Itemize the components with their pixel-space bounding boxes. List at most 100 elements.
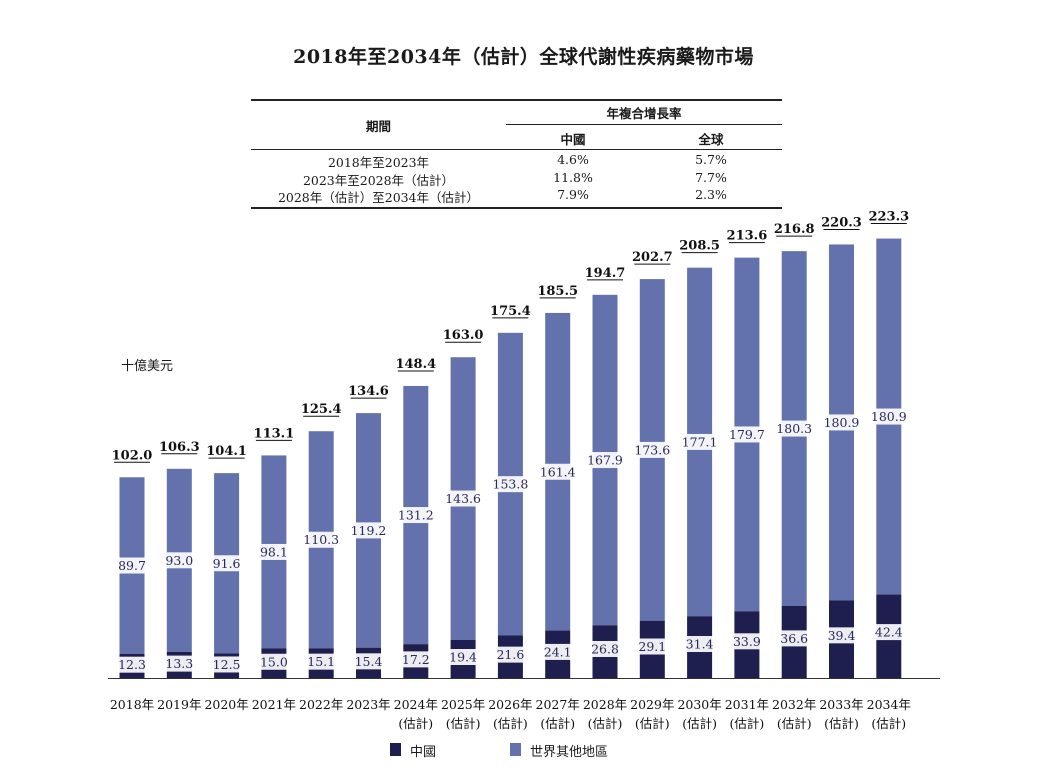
data-label-rest-bg (869, 408, 908, 425)
x-tick-label: 2026年 (488, 697, 532, 712)
data-label-rest: 167.9 (587, 453, 623, 468)
x-tick-label: (估計) (398, 716, 433, 731)
data-label-rest-bg (822, 414, 861, 431)
x-tick-label: 2034年 (867, 697, 911, 712)
x-tick-label: 2024年 (394, 697, 438, 712)
data-label-china-bg (116, 656, 148, 673)
data-label-rest-bg (258, 543, 290, 560)
x-tick-label: (估計) (493, 716, 528, 731)
data-label-china: 42.4 (875, 625, 903, 640)
data-label-total: 148.4 (395, 357, 436, 372)
data-label-china: 12.3 (118, 657, 146, 672)
data-label-rest: 89.7 (118, 558, 146, 573)
data-label-china-bg (684, 636, 716, 653)
x-tick-label: 2021年 (252, 697, 296, 712)
table-bottom-rule (251, 207, 782, 209)
table-top-rule (251, 99, 782, 101)
x-tick-label: 2019年 (157, 697, 201, 712)
legend-label-rest: 世界其他地區 (530, 745, 609, 760)
row-global: 7.7% (695, 170, 727, 185)
data-label-rest: 119.2 (351, 523, 387, 538)
data-label-total: 202.7 (632, 250, 673, 265)
data-label-china-bg (211, 656, 243, 673)
data-label-rest: 91.6 (213, 556, 241, 571)
data-label-rest-bg (586, 452, 624, 469)
x-tick-label: 2030年 (677, 697, 721, 712)
x-tick-label: 2028年 (583, 697, 627, 712)
x-tick-label: (估計) (682, 716, 717, 731)
data-label-total: 194.7 (585, 266, 626, 281)
x-tick-label: (估計) (730, 716, 765, 731)
data-label-rest: 143.6 (445, 491, 481, 506)
x-tick-label: (估計) (588, 716, 623, 731)
unit-label: 十億美元 (121, 359, 174, 374)
x-tick-label: 2025年 (441, 697, 485, 712)
data-label-rest: 179.7 (729, 427, 765, 442)
legend-label-china: 中國 (410, 745, 437, 760)
x-tick-label: 2029年 (630, 697, 674, 712)
data-label-rest-bg (211, 555, 243, 572)
data-label-rest-bg (396, 507, 435, 524)
data-label-rest-bg (491, 476, 530, 493)
data-label-rest: 173.6 (634, 442, 670, 457)
x-tick-label: 2020年 (204, 697, 248, 712)
data-label-total: 223.3 (868, 210, 909, 225)
data-label-total: 213.6 (727, 229, 768, 244)
data-label-china-bg (258, 653, 290, 670)
data-label-total: 104.1 (206, 444, 247, 459)
data-label-total: 163.0 (443, 328, 484, 343)
data-label-rest: 180.3 (776, 421, 812, 436)
data-label-china-bg (447, 649, 479, 666)
data-label-total: 134.6 (348, 384, 389, 399)
x-tick-label: 2023年 (346, 697, 390, 712)
row-china: 7.9% (557, 187, 589, 202)
x-tick-label: 2031年 (725, 697, 769, 712)
data-label-rest-bg (680, 433, 719, 450)
data-label-total: 220.3 (821, 215, 862, 230)
data-label-china-bg (873, 624, 905, 641)
x-tick-label: 2018年 (110, 697, 154, 712)
x-tick-label: (估計) (635, 716, 670, 731)
data-label-rest-bg (302, 531, 341, 548)
data-label-total: 106.3 (159, 440, 200, 455)
data-label-total: 113.1 (254, 426, 295, 441)
data-label-china-bg (778, 630, 810, 647)
header-sub-rule (506, 124, 782, 125)
header-bottom-rule (251, 149, 782, 150)
data-label-rest: 180.9 (824, 415, 860, 430)
x-tick-label: 2027年 (536, 697, 580, 712)
header-global: 全球 (698, 132, 724, 147)
data-label-rest-bg (444, 490, 483, 507)
data-label-total: 185.5 (537, 284, 578, 299)
data-label-china: 36.6 (780, 631, 808, 646)
x-tick-label: 2022年 (299, 697, 343, 712)
row-china: 11.8% (553, 170, 593, 185)
row-china: 4.6% (557, 152, 589, 167)
x-tick-label: (估計) (777, 716, 812, 731)
data-label-china-bg (589, 640, 621, 657)
x-tick-label: (估計) (824, 716, 859, 731)
data-label-rest: 161.4 (540, 464, 576, 479)
data-label-china-bg (353, 653, 384, 670)
row-period: 2018年至2023年 (327, 155, 430, 170)
data-label-rest: 93.0 (165, 553, 193, 568)
data-label-china: 39.4 (828, 628, 856, 643)
data-label-china-bg (542, 643, 574, 660)
legend-swatch-china (390, 743, 401, 756)
data-label-rest-bg (633, 441, 672, 458)
data-label-china: 26.8 (591, 641, 619, 656)
data-label-china: 33.9 (733, 634, 761, 649)
data-label-china: 13.3 (165, 656, 193, 671)
data-label-china: 19.4 (449, 650, 477, 665)
header-cagr: 年複合增長率 (606, 106, 682, 121)
data-label-china-bg (305, 653, 337, 670)
data-label-rest-bg (163, 552, 195, 569)
data-label-china: 15.1 (307, 654, 335, 669)
data-label-china: 31.4 (686, 637, 714, 652)
data-label-china-bg (731, 633, 763, 650)
x-tick-label: 2033年 (819, 697, 863, 712)
row-global: 2.3% (695, 187, 727, 202)
data-label-china-bg (400, 651, 432, 668)
row-period: 2028年（估計）至2034年（估計） (277, 190, 480, 205)
data-label-china-bg (636, 638, 668, 655)
